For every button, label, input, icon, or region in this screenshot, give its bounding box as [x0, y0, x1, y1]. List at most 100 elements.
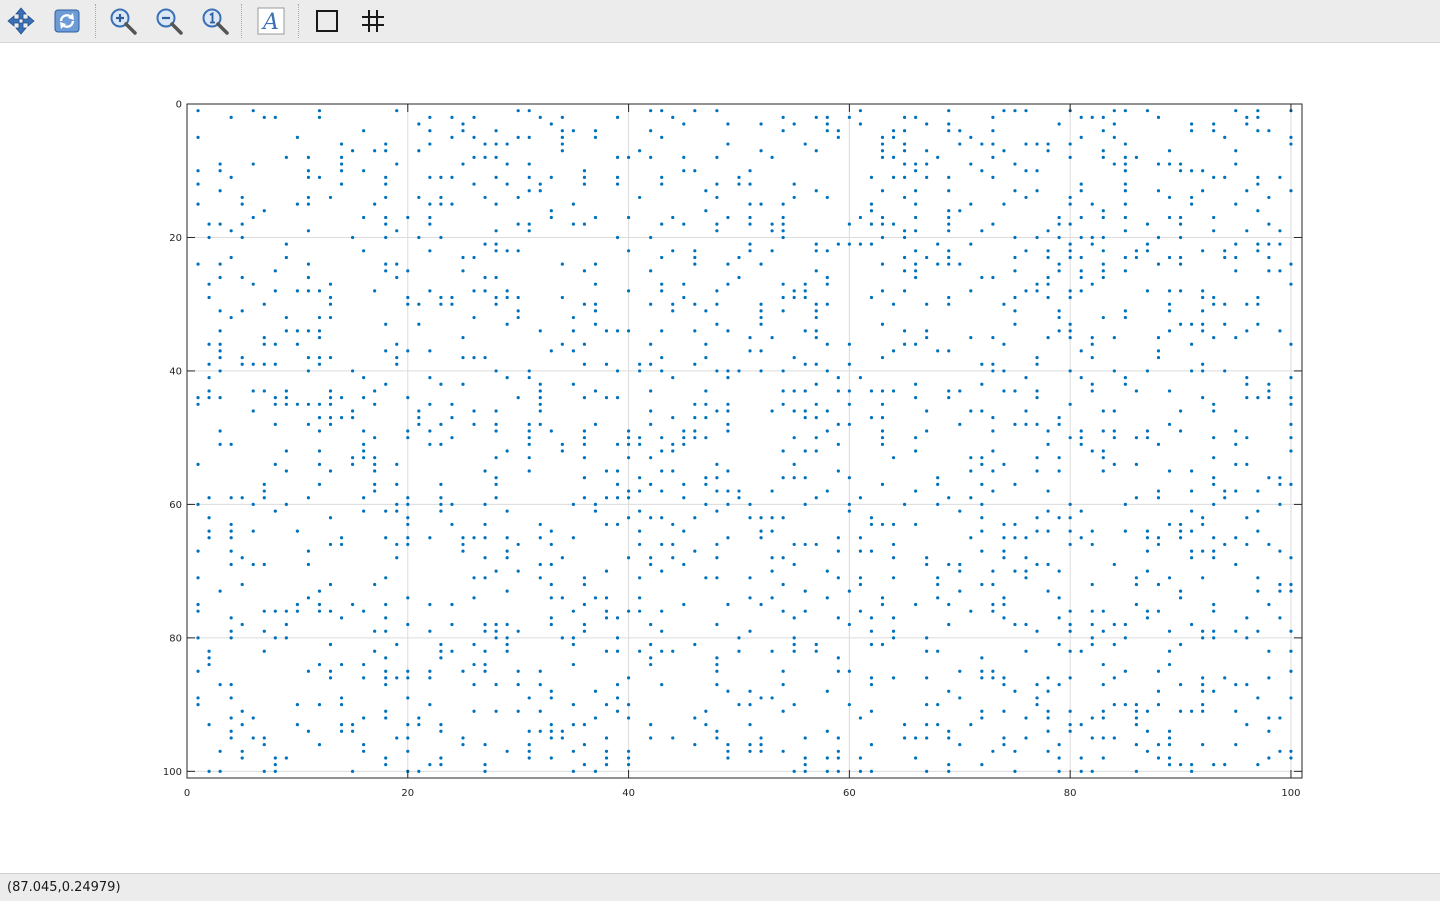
data-point	[792, 636, 796, 640]
data-point	[395, 542, 399, 547]
zoom-out-button[interactable]	[152, 4, 186, 38]
data-point	[1024, 289, 1028, 293]
data-point	[417, 302, 421, 306]
data-point	[240, 355, 244, 360]
data-point	[803, 409, 807, 413]
data-point	[847, 502, 851, 506]
data-point	[472, 255, 476, 260]
data-point	[615, 175, 620, 180]
data-point	[1090, 242, 1094, 246]
data-point	[660, 469, 664, 473]
data-point	[196, 576, 200, 580]
data-point	[715, 229, 719, 233]
toolbar-separator	[298, 4, 299, 38]
data-point	[1090, 542, 1094, 547]
data-point	[704, 355, 708, 360]
data-point	[472, 115, 476, 119]
data-point	[1079, 769, 1083, 773]
data-point	[715, 369, 719, 373]
data-point	[671, 442, 675, 446]
data-point	[339, 416, 344, 420]
data-point	[969, 409, 973, 413]
data-point	[1035, 355, 1039, 360]
data-point	[384, 222, 388, 226]
data-point	[825, 689, 829, 693]
rotate-button[interactable]	[50, 4, 84, 38]
data-point	[196, 502, 200, 506]
data-point	[273, 362, 277, 366]
data-point	[836, 756, 840, 760]
data-point	[516, 135, 520, 139]
data-point	[814, 402, 818, 406]
data-point	[505, 289, 509, 293]
data-point	[538, 422, 542, 426]
data-point	[406, 436, 410, 440]
data-point	[582, 342, 587, 346]
data-point	[1079, 756, 1083, 760]
zoom-in-button[interactable]	[106, 4, 140, 38]
data-point	[1068, 329, 1072, 333]
data-point	[715, 302, 719, 306]
data-point	[726, 262, 730, 266]
data-point	[582, 723, 587, 727]
data-point	[538, 729, 542, 733]
zoom-reset-button[interactable]	[198, 4, 232, 38]
data-point	[991, 335, 995, 340]
data-point	[428, 602, 432, 607]
data-point	[759, 122, 763, 126]
data-point	[527, 456, 531, 460]
data-point	[671, 469, 675, 473]
box-toggle-button[interactable]	[310, 4, 344, 38]
data-point	[1035, 682, 1039, 687]
data-point	[240, 195, 244, 200]
data-point	[395, 502, 399, 506]
data-point	[571, 662, 575, 667]
data-point	[494, 496, 498, 500]
data-point	[726, 489, 730, 493]
data-point	[980, 516, 984, 520]
data-point	[891, 135, 896, 139]
pan-button[interactable]	[4, 4, 38, 38]
data-point	[880, 602, 885, 607]
data-point	[317, 329, 322, 333]
data-point	[1057, 422, 1061, 426]
data-point	[306, 195, 311, 200]
data-point	[229, 682, 233, 687]
data-point	[1223, 302, 1227, 306]
data-point	[704, 436, 708, 440]
data-point	[362, 215, 366, 220]
data-point	[891, 175, 896, 180]
data-point	[395, 642, 399, 647]
data-point	[936, 349, 940, 353]
data-point	[1156, 442, 1161, 446]
data-point	[958, 422, 962, 426]
data-point	[914, 115, 918, 119]
data-point	[902, 342, 907, 346]
data-point	[284, 622, 288, 627]
data-point	[1212, 602, 1216, 607]
plot-area[interactable]: 0 20 40 60 80 100 0 20 40 60 80 100	[0, 43, 1440, 873]
data-point	[1123, 142, 1127, 146]
data-point	[196, 402, 200, 406]
data-point	[1024, 716, 1028, 720]
data-point	[914, 396, 918, 400]
data-point	[792, 769, 796, 773]
data-point	[1002, 556, 1006, 560]
data-point	[384, 175, 388, 180]
text-annotation-button[interactable]: A	[254, 4, 288, 38]
data-point	[1057, 642, 1061, 647]
data-point	[450, 402, 454, 406]
data-point	[825, 429, 829, 433]
data-point	[1167, 743, 1172, 747]
data-point	[1234, 743, 1238, 747]
data-point	[1201, 362, 1205, 366]
data-point	[715, 476, 719, 480]
data-point	[1201, 329, 1205, 333]
data-point	[726, 122, 730, 126]
data-point	[847, 476, 851, 480]
data-point	[538, 189, 542, 193]
data-point	[781, 309, 785, 313]
data-point	[715, 182, 719, 186]
grid-toggle-button[interactable]	[356, 4, 390, 38]
